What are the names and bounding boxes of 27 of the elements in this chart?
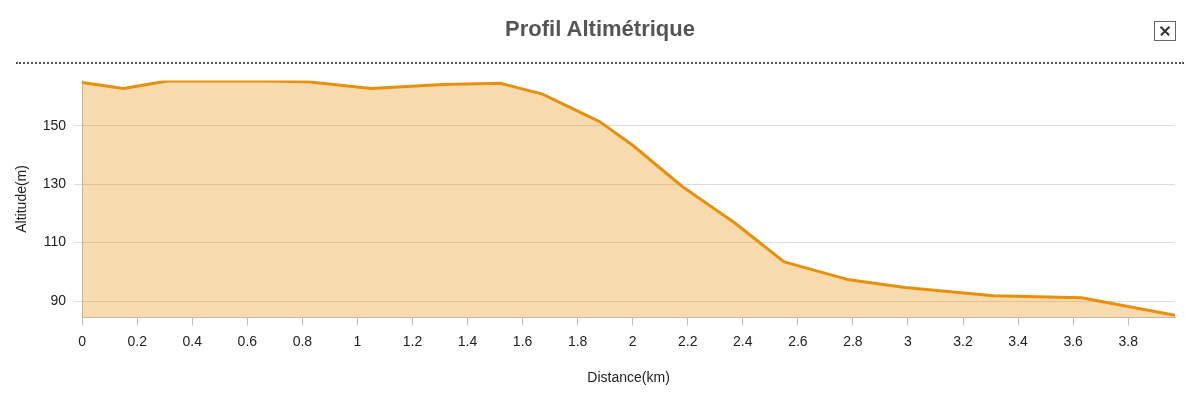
x-tick-label: 2.6 xyxy=(788,332,808,349)
x-tick-label: 0.4 xyxy=(182,332,203,349)
x-tick-label: 0.8 xyxy=(292,332,313,349)
x-tick-label: 0.2 xyxy=(127,332,148,349)
x-tick-label: 0.6 xyxy=(237,332,258,349)
x-tick-label: 1.6 xyxy=(512,332,533,349)
x-tick-label: 2.4 xyxy=(733,332,753,349)
x-tick-label: 2.2 xyxy=(678,332,698,349)
x-tick-label: 1 xyxy=(353,332,362,349)
x-tick-label: 2 xyxy=(628,332,637,349)
x-tick-label: 3.2 xyxy=(953,332,973,349)
y-tick-label: 90 xyxy=(50,291,67,308)
y-tick-label: 150 xyxy=(42,116,67,133)
y-tick-label: 110 xyxy=(43,233,67,250)
x-tick-label: 2.8 xyxy=(843,332,863,349)
chart-title: Profil Altimétrique xyxy=(504,16,696,42)
x-tick-label: 1.8 xyxy=(567,332,588,349)
x-tick-label: 3.8 xyxy=(1118,332,1139,349)
x-tick-label: 3.4 xyxy=(1008,332,1029,349)
x-tick-label: 1.2 xyxy=(402,332,423,349)
x-tick-label: 0 xyxy=(78,332,87,349)
x-tick-label: 3.6 xyxy=(1063,332,1084,349)
x-axis-title: Distance(km) xyxy=(587,369,670,386)
y-tick-label: 130 xyxy=(42,175,67,191)
x-tick-label: 3 xyxy=(904,332,913,349)
x-tick-label: 1.4 xyxy=(457,332,478,349)
y-axis-title: Altitude(m) xyxy=(13,165,30,233)
